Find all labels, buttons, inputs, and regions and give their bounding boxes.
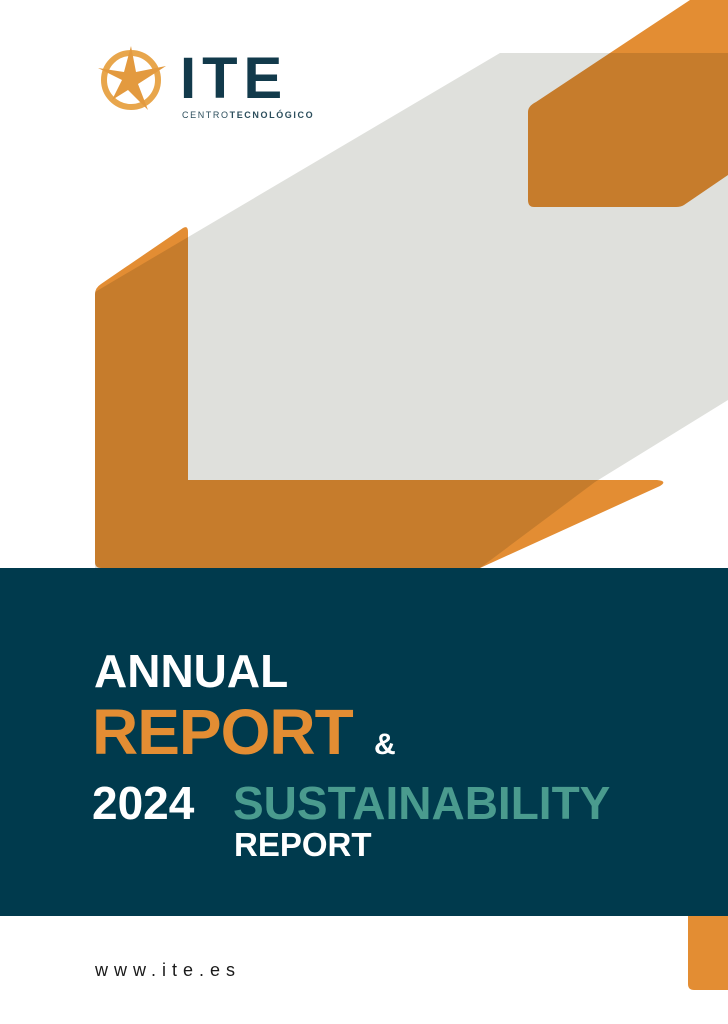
title-report: REPORT bbox=[92, 696, 354, 768]
logo-tagline-light: CENTRO bbox=[182, 110, 230, 120]
ite-logo-emblem bbox=[98, 46, 166, 110]
gray-mask-left bbox=[0, 0, 95, 600]
title-annual: ANNUAL bbox=[94, 645, 289, 697]
title-year: 2024 bbox=[92, 777, 195, 829]
logo-wordmark: ITE bbox=[180, 46, 289, 111]
title-sustainability-report: REPORT bbox=[234, 826, 372, 863]
gray-parallelogram bbox=[95, 53, 728, 568]
title-sustainability: SUSTAINABILITY bbox=[233, 777, 611, 829]
title-ampersand: & bbox=[374, 728, 396, 761]
logo-tagline: CENTROTECNOLÓGICO bbox=[182, 110, 315, 121]
title-band bbox=[0, 568, 728, 916]
logo-tagline-bold: TECNOLÓGICO bbox=[229, 110, 315, 120]
website-url: www.ite.es bbox=[95, 960, 242, 980]
